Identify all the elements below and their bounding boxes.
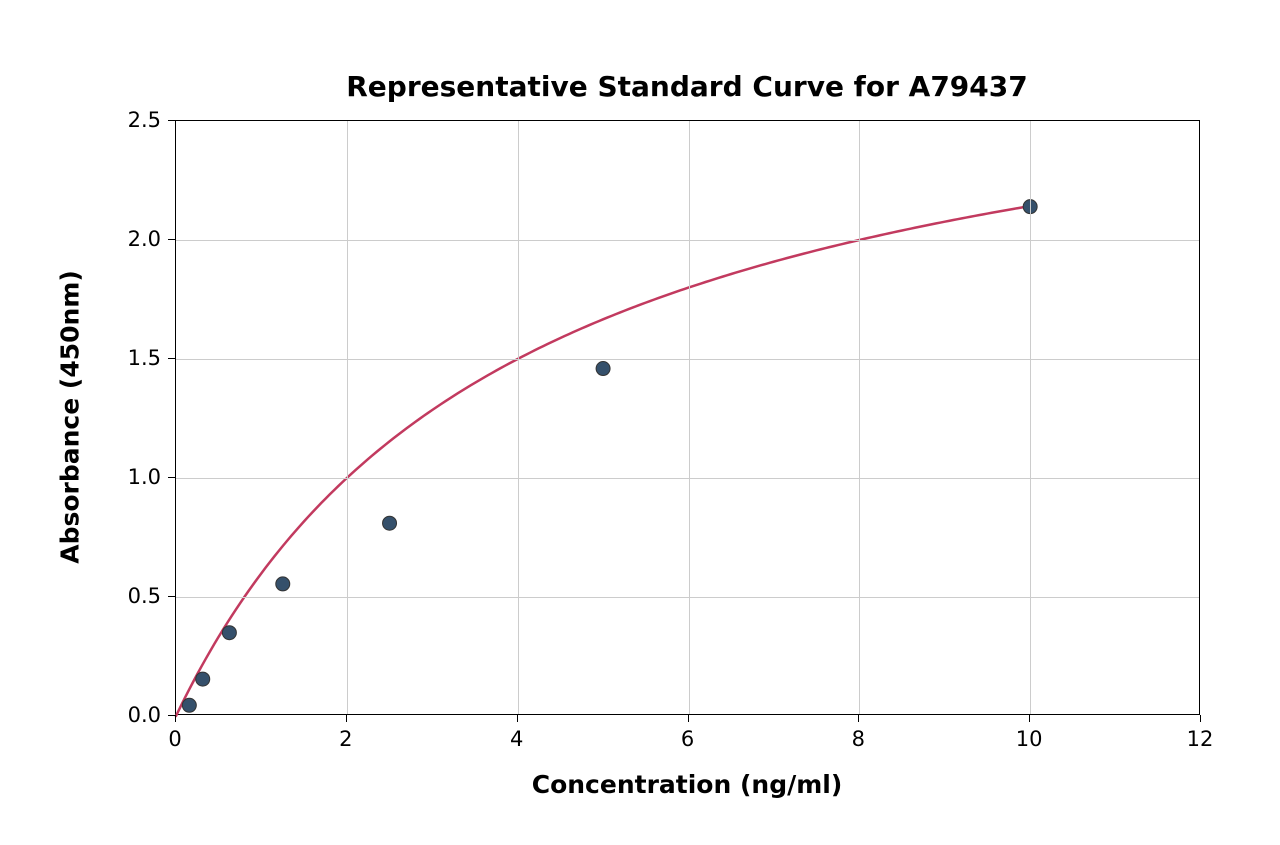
y-tick [168,477,175,478]
data-point [182,698,196,712]
figure: Representative Standard Curve for A79437… [0,0,1280,845]
gridline-v [859,121,860,714]
x-axis-label: Concentration (ng/ml) [532,770,843,799]
gridline-v [689,121,690,714]
x-tick-label: 4 [510,727,523,751]
gridline-h [176,240,1199,241]
x-tick [858,715,859,722]
x-tick [688,715,689,722]
x-tick [1200,715,1201,722]
y-tick [168,358,175,359]
y-axis-label: Absorbance (450nm) [56,270,85,564]
x-tick [517,715,518,722]
x-tick-label: 6 [681,727,694,751]
gridline-h [176,597,1199,598]
y-tick-label: 0.0 [121,703,161,727]
x-tick-label: 0 [168,727,181,751]
y-tick-label: 0.5 [121,584,161,608]
y-tick-label: 2.5 [121,108,161,132]
x-tick [175,715,176,722]
gridline-h [176,359,1199,360]
data-point [222,626,236,640]
y-tick [168,120,175,121]
gridline-h [176,478,1199,479]
plot-area [175,120,1200,715]
chart-title: Representative Standard Curve for A79437 [346,70,1028,103]
data-point [196,672,210,686]
data-point [276,577,290,591]
x-tick-label: 10 [1016,727,1043,751]
y-tick-label: 1.0 [121,465,161,489]
x-tick-label: 8 [852,727,865,751]
gridline-v [1030,121,1031,714]
data-point [596,362,610,376]
x-tick [1029,715,1030,722]
y-tick-label: 1.5 [121,346,161,370]
x-tick-label: 12 [1187,727,1214,751]
x-tick [346,715,347,722]
data-point [383,516,397,530]
gridline-v [518,121,519,714]
fit-curve [176,206,1030,716]
y-tick [168,239,175,240]
y-tick [168,715,175,716]
y-tick [168,596,175,597]
x-tick-label: 2 [339,727,352,751]
y-tick-label: 2.0 [121,227,161,251]
gridline-v [347,121,348,714]
